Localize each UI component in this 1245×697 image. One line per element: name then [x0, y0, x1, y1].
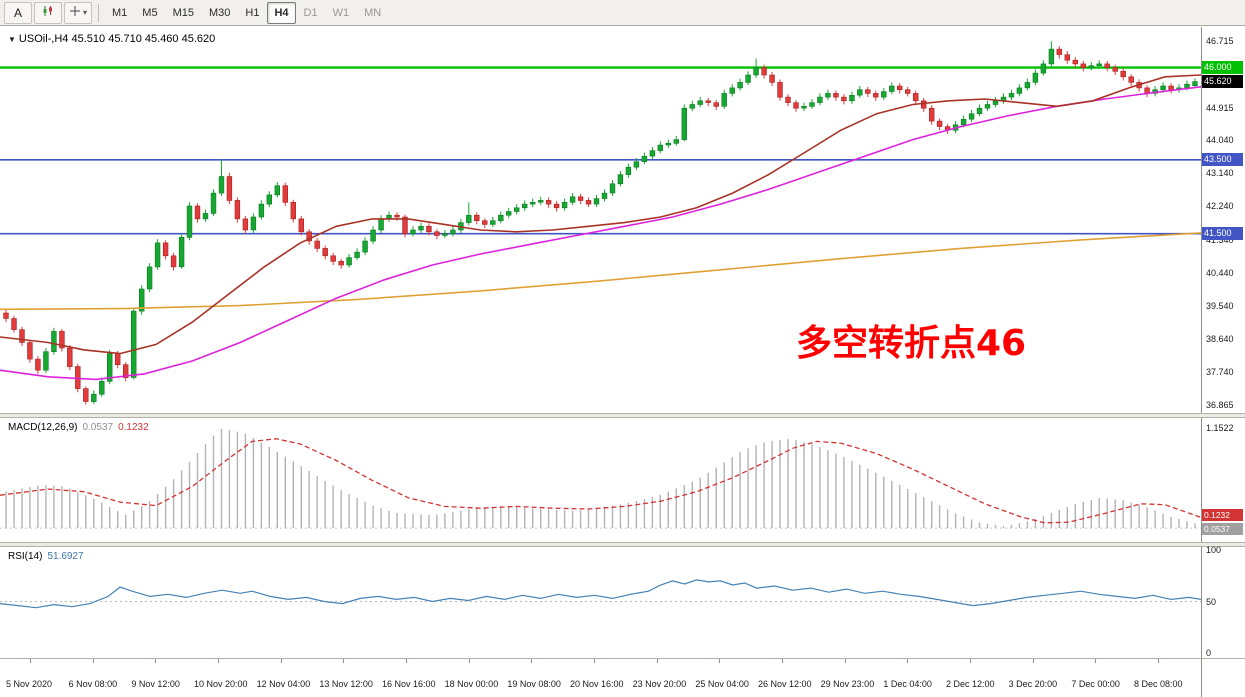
symbol-name: USOil-,H4	[18, 33, 69, 45]
price-badge-41.500: 41.500	[1202, 226, 1243, 240]
price-axis-label: 39.540	[1206, 300, 1234, 311]
crosshair-button[interactable]: ▾	[64, 1, 92, 24]
time-label: 20 Nov 16:00	[570, 679, 624, 689]
time-label: 10 Nov 20:00	[194, 679, 248, 689]
rsi-indicator-label: RSI(14) 51.6927	[8, 551, 84, 562]
time-label: 29 Nov 23:00	[820, 679, 875, 689]
time-tick	[844, 659, 846, 663]
macd-pane[interactable]	[0, 418, 1202, 542]
macd-indicator-label: MACD(12,26,9) 0.0537 0.1232	[8, 422, 149, 433]
rsi-value: 51.6927	[47, 551, 84, 562]
timeframe-m30[interactable]: M30	[208, 6, 231, 19]
symbol-ohlc-line: ▼ USOil-,H4 45.510 45.710 45.460 45.620	[8, 33, 215, 45]
macd-name: MACD(12,26,9)	[8, 422, 78, 433]
crosshair-icon	[69, 5, 81, 20]
time-tick	[594, 659, 595, 663]
time-label: 23 Nov 20:00	[632, 679, 687, 689]
time-tick	[1158, 659, 1159, 663]
rsi-axis-label-0: 0	[1206, 648, 1212, 658]
rsi-name: RSI(14)	[8, 551, 43, 562]
time-tick	[719, 659, 721, 663]
candlestick-chart-icon	[42, 5, 54, 20]
macd-main-badge: 0.0537	[1202, 523, 1243, 535]
main-price-pane[interactable]	[0, 27, 1202, 413]
time-label: 6 Nov 08:00	[68, 679, 118, 689]
time-tick	[782, 659, 783, 663]
time-tick	[155, 659, 157, 663]
time-tick	[1032, 659, 1034, 663]
chart-text-annotation: 多空转折点46	[796, 323, 1027, 364]
time-axis-border	[0, 658, 1245, 659]
macd-axis-max-label: 1.1522	[1206, 423, 1234, 434]
time-label: 12 Nov 04:00	[256, 679, 311, 689]
timeframe-m5[interactable]: M5	[142, 6, 158, 19]
timeframe-m15[interactable]: M15	[172, 6, 194, 19]
time-tick	[343, 659, 345, 663]
time-label: 16 Nov 16:00	[382, 679, 436, 689]
time-tick	[406, 659, 407, 663]
tool-group: A ▾	[4, 1, 92, 24]
timeframe-m1[interactable]: M1	[112, 6, 128, 19]
timeframe-group: M1 M5 M15 M30 H1 H4 D1 W1 MN	[105, 1, 388, 24]
toolbar: A ▾ M1 M5 M15 M30 H1 H4 D1 W1 MN	[0, 0, 1245, 26]
time-tick	[468, 659, 470, 663]
time-tick	[1095, 659, 1097, 663]
price-axis-label: 46.715	[1206, 36, 1234, 47]
ohlc-values: 45.510 45.710 45.460 45.620	[71, 33, 216, 45]
price-axis-label: 38.640	[1206, 334, 1234, 345]
time-label: 19 Nov 08:00	[507, 679, 561, 689]
timeframe-h4[interactable]: H4	[267, 1, 296, 24]
macd-signal-badge: 0.1232	[1202, 509, 1243, 521]
time-label: 25 Nov 04:00	[695, 679, 749, 689]
time-label: 3 Dec 20:00	[1008, 679, 1058, 689]
pane-divider[interactable]	[0, 413, 1245, 418]
timeframe-h1[interactable]: H1	[245, 6, 260, 19]
symbol-collapse-icon[interactable]: ▼	[8, 35, 16, 44]
time-tick	[92, 659, 94, 663]
price-badge-46.000: 46.000	[1202, 60, 1243, 74]
price-axis-label: 42.240	[1206, 201, 1234, 212]
price-axis-label: 44.915	[1206, 102, 1234, 113]
time-tick	[970, 659, 971, 663]
toolbar-separator	[98, 3, 99, 22]
macd-signal-value: 0.1232	[118, 422, 149, 433]
time-label: 7 Dec 00:00	[1071, 679, 1120, 689]
timeframe-d1[interactable]: D1	[303, 6, 318, 19]
price-axis-label: 43.140	[1206, 168, 1234, 179]
time-tick	[218, 659, 219, 663]
time-tick	[531, 659, 533, 663]
price-badge-45.620: 45.620	[1202, 74, 1243, 88]
text-tool-button[interactable]: A	[4, 1, 32, 24]
price-badge-43.500: 43.500	[1202, 152, 1243, 166]
time-label: 2 Dec 12:00	[946, 679, 995, 689]
price-axis-label: 37.740	[1206, 367, 1234, 378]
timeframe-mn[interactable]: MN	[364, 6, 382, 19]
rsi-axis-label-50: 50	[1206, 596, 1217, 607]
time-label: 26 Nov 12:00	[758, 679, 812, 689]
time-label: 13 Nov 12:00	[319, 679, 373, 689]
time-label: 18 Nov 00:00	[444, 679, 499, 689]
macd-main-value: 0.0537	[82, 422, 114, 433]
rsi-pane[interactable]	[0, 547, 1202, 658]
timeframe-w1[interactable]: W1	[332, 6, 350, 19]
rsi-axis-label-100: 100	[1206, 545, 1222, 555]
time-tick	[907, 659, 909, 663]
chart-type-button[interactable]	[34, 1, 62, 24]
time-tick	[280, 659, 282, 663]
price-axis-label: 36.865	[1206, 399, 1234, 410]
time-label: 8 Dec 08:00	[1134, 679, 1183, 689]
time-label: 1 Dec 04:00	[883, 679, 932, 689]
time-tick	[30, 659, 31, 663]
time-label: 9 Nov 12:00	[131, 679, 180, 689]
price-axis-label: 40.440	[1206, 267, 1234, 278]
caret-down-icon: ▾	[82, 8, 87, 17]
time-tick	[656, 659, 658, 663]
pane-divider[interactable]	[0, 542, 1245, 547]
price-axis-label: 44.040	[1206, 134, 1234, 145]
time-label: 5 Nov 2020	[6, 679, 53, 689]
price-axis[interactable]	[1201, 27, 1245, 697]
